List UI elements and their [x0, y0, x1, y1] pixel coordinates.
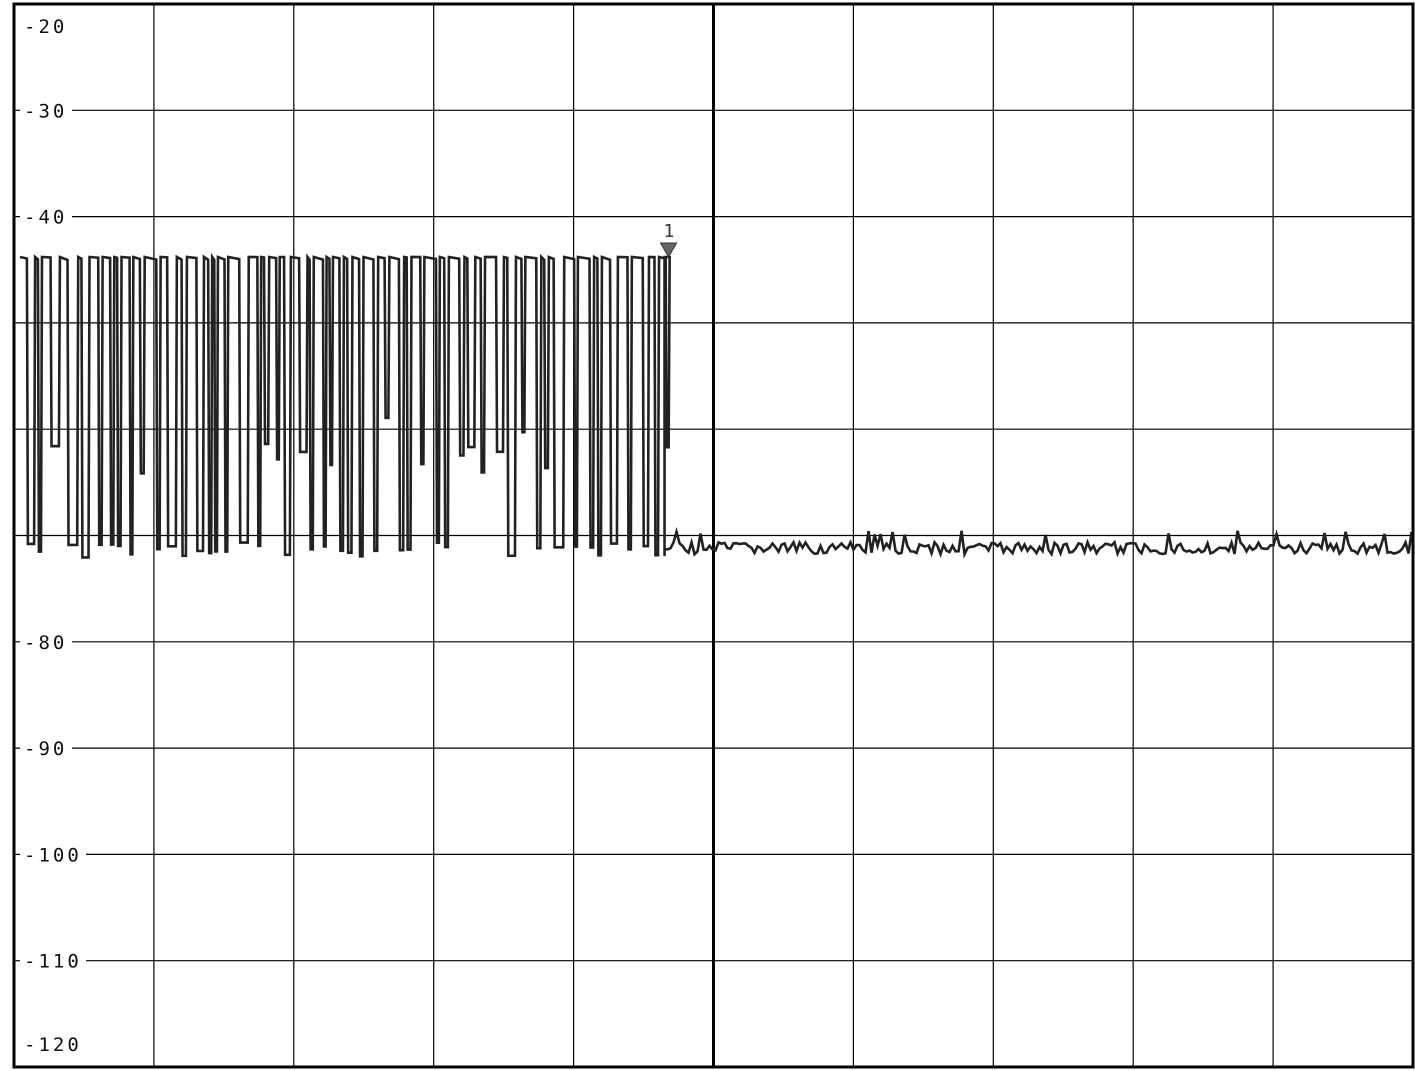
y-tick-label: -20 — [24, 16, 67, 38]
tick-label-background — [20, 736, 72, 761]
trace-line — [19, 252, 1413, 559]
y-tick-label: -100 — [24, 844, 82, 866]
y-tick-labels: -20 -30 -40 -80 -90 -100 -110 -120 — [20, 14, 86, 1056]
y-tick-label: -40 — [24, 207, 67, 229]
plot-frame — [12, 2, 1415, 1069]
y-tick-label: -30 — [24, 100, 67, 122]
trace — [19, 252, 1413, 559]
tick-label-background — [20, 629, 72, 654]
y-tick-label: -110 — [24, 951, 82, 973]
y-tick-label: -80 — [24, 632, 67, 654]
tick-label-background — [20, 98, 72, 123]
y-tick-label: -90 — [24, 738, 67, 760]
tick-label-background — [20, 204, 72, 229]
marker-1: 1 — [659, 221, 678, 259]
tick-label-background — [20, 1032, 86, 1056]
tick-label-background — [20, 842, 86, 867]
marker-triangle — [659, 242, 678, 259]
y-tick-label: -120 — [24, 1034, 82, 1056]
marker-label: 1 — [664, 221, 675, 242]
grid-lines — [14, 4, 1413, 1067]
tick-label-background — [20, 14, 72, 38]
tick-label-background — [20, 948, 86, 973]
